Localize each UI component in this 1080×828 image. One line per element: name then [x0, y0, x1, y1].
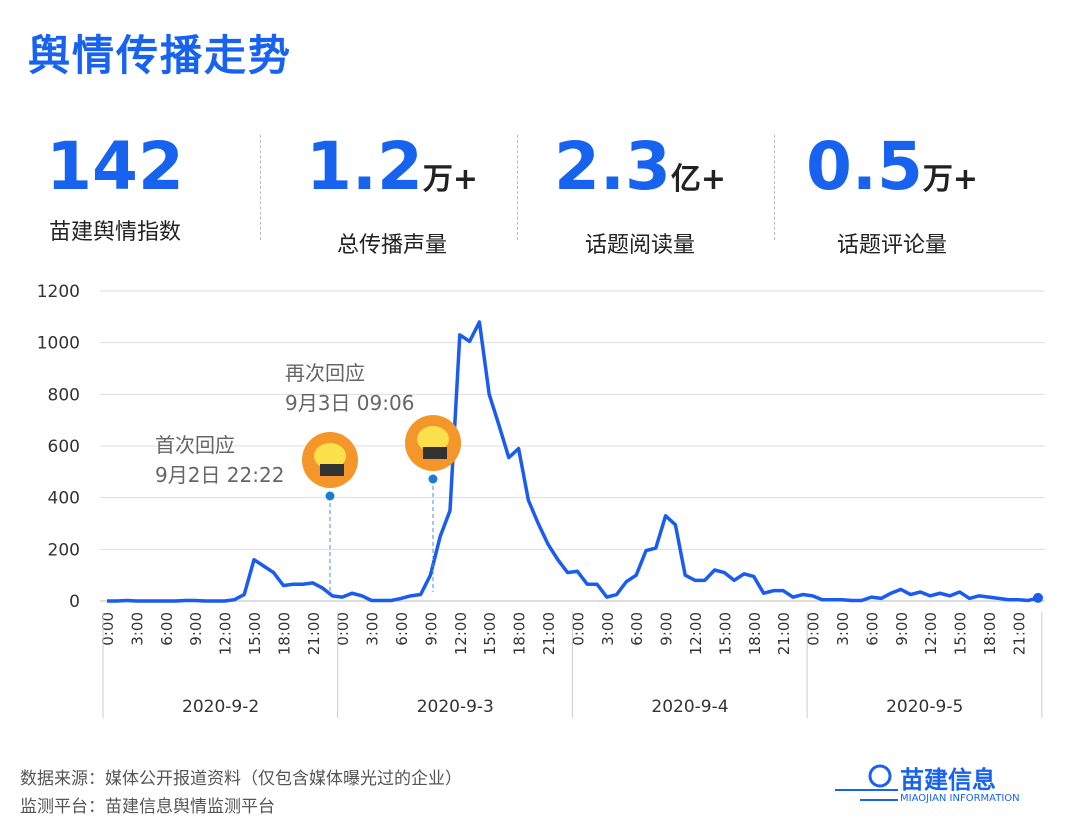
- x-tick-label: 9:00: [422, 612, 440, 646]
- stat: 2.3亿+ 话题阅读量: [510, 128, 770, 259]
- stat-value: 2.3: [553, 128, 671, 205]
- stat-number: 1.2万+: [262, 128, 522, 219]
- x-tick-label: 0:00: [334, 612, 352, 646]
- end-point: [1033, 592, 1043, 603]
- x-tick-label: 12:00: [687, 612, 705, 655]
- stat-label: 话题阅读量: [584, 233, 695, 258]
- x-tick-label: 21:00: [1010, 612, 1028, 655]
- x-tick-label: 18:00: [981, 612, 999, 655]
- x-tick-label: 9:00: [893, 612, 911, 646]
- x-tick-label: 9:00: [187, 612, 205, 646]
- x-tick-label: 21:00: [305, 612, 323, 655]
- y-tick-label: 1000: [37, 334, 80, 354]
- stat-number: 0.5万+: [762, 128, 1022, 219]
- stat-unit: 万+: [422, 162, 479, 197]
- stat: 0.5万+ 话题评论量: [762, 128, 1022, 259]
- day-label: 2020-9-3: [417, 697, 494, 717]
- annotation-dot: [428, 474, 438, 484]
- x-tick-label: 6:00: [393, 612, 411, 646]
- x-tick-label: 12:00: [452, 612, 470, 655]
- x-tick-label: 15:00: [481, 612, 499, 655]
- y-tick-label: 400: [48, 489, 80, 509]
- avatar-face: [314, 443, 346, 469]
- day-label: 2020-9-2: [182, 697, 259, 717]
- separator: [517, 135, 518, 240]
- avatar-laptop: [320, 464, 344, 476]
- y-tick-label: 800: [48, 385, 80, 405]
- y-tick-label: 1200: [37, 282, 80, 302]
- x-tick-label: 9:00: [658, 612, 676, 646]
- y-tick-label: 600: [48, 437, 80, 457]
- annotation-time: 9月3日 09:06: [285, 391, 414, 415]
- stat: 142 苗建舆情指数: [0, 128, 245, 246]
- day-label: 2020-9-4: [651, 697, 728, 717]
- stat-value: 1.2: [305, 128, 423, 205]
- day-label: 2020-9-5: [886, 697, 963, 717]
- line: [107, 320, 1039, 603]
- x-tick-label: 12:00: [922, 612, 940, 655]
- annotation-dot: [325, 491, 335, 501]
- x-tick-label: 3:00: [128, 612, 146, 646]
- logo-en: MIAOJIAN INFORMATION: [900, 793, 1020, 804]
- x-tick-label: 21:00: [540, 612, 558, 655]
- y-tick-label: 200: [48, 540, 80, 560]
- x-tick-label: 6:00: [863, 612, 881, 646]
- x-tick-label: 15:00: [716, 612, 734, 655]
- stat-label: 总传播声量: [336, 233, 447, 258]
- x-tick-label: 21:00: [775, 612, 793, 655]
- source: 数据来源：媒体公开报道资料（仅包含媒体曝光过的企业）: [20, 769, 462, 789]
- x-tick-label: 3:00: [834, 612, 852, 646]
- annotation-title: 首次回应: [155, 433, 235, 457]
- x-tick-label: 0:00: [805, 612, 823, 646]
- avatar-laptop: [423, 447, 447, 459]
- stat-unit: 亿+: [670, 162, 727, 197]
- stat-label: 苗建舆情指数: [48, 220, 181, 245]
- annotation-time: 9月2日 22:22: [155, 463, 284, 487]
- separator: [774, 135, 775, 240]
- x-tick-label: 12:00: [217, 612, 235, 655]
- logo-icon: [835, 764, 898, 801]
- annotation-title: 再次回应: [285, 361, 365, 385]
- stat: 1.2万+ 总传播声量: [262, 128, 522, 259]
- stat-number: 142: [0, 128, 245, 206]
- x-tick-label: 15:00: [246, 612, 264, 655]
- x-tick-label: 3:00: [599, 612, 617, 646]
- logo: 苗建信息: [900, 766, 996, 794]
- x-tick-label: 0:00: [99, 612, 117, 646]
- platform: 监测平台：苗建信息舆情监测平台: [20, 797, 275, 817]
- x-tick-label: 15:00: [952, 612, 970, 655]
- separator: [260, 135, 261, 240]
- chart: 0 200 400 600 800 1000 1200 0:00 3:00 6:00 9:00 12:…: [37, 282, 1045, 718]
- page-title: 舆情传播走势: [28, 31, 293, 80]
- x-tick-label: 0:00: [569, 612, 587, 646]
- stat-unit: 万+: [922, 162, 979, 197]
- y-tick-label: 0: [69, 592, 80, 612]
- x-tick-label: 6:00: [628, 612, 646, 646]
- stat-value: 0.5: [805, 128, 923, 205]
- stat-number: 2.3亿+: [510, 128, 770, 219]
- x-tick-label: 18:00: [746, 612, 764, 655]
- stat-value: 142: [46, 128, 184, 205]
- x-tick-label: 6:00: [158, 612, 176, 646]
- x-tick-label: 3:00: [364, 612, 382, 646]
- avatar-face: [417, 426, 449, 452]
- x-tick-label: 18:00: [275, 612, 293, 655]
- stat-label: 话题评论量: [836, 233, 947, 258]
- x-tick-label: 18:00: [511, 612, 529, 655]
